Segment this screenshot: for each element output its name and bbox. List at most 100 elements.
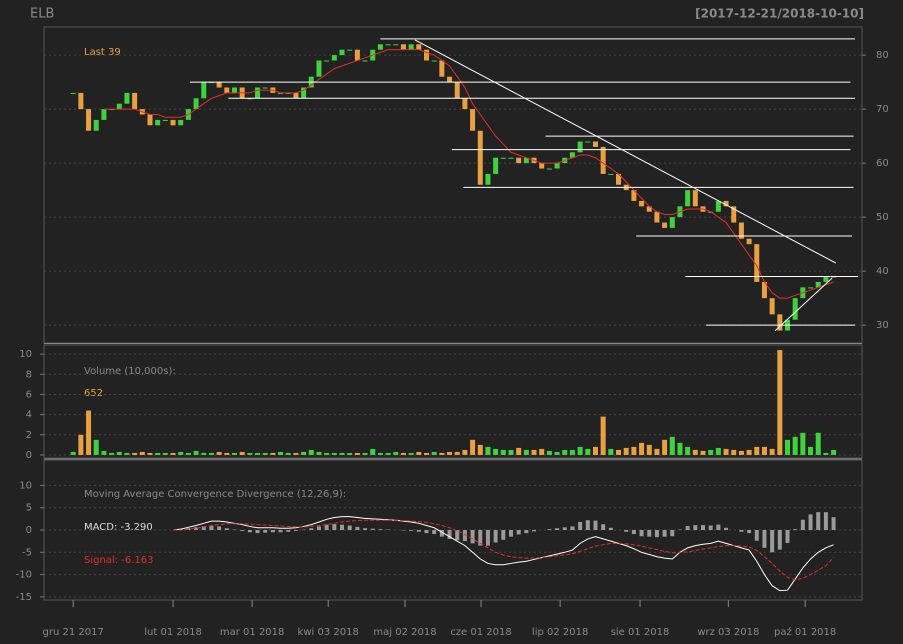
volume-bar: [247, 452, 253, 455]
volume-bar: [516, 447, 522, 455]
volume-bar: [439, 452, 445, 455]
candle: [754, 244, 760, 282]
candle: [339, 49, 345, 56]
candle: [201, 82, 207, 99]
candle: [70, 92, 76, 94]
y-tick-label: -10: [16, 570, 32, 581]
histogram-bar: [785, 530, 790, 543]
y-tick-label: 6: [26, 389, 32, 400]
candle: [746, 238, 752, 245]
candle: [685, 190, 691, 207]
volume-panel: [43, 344, 863, 459]
volume-bar: [761, 446, 767, 455]
histogram-bar: [739, 530, 744, 532]
candle: [792, 298, 798, 320]
volume-bar: [308, 449, 314, 455]
histogram-bar: [355, 526, 360, 530]
candle: [93, 119, 99, 131]
volume-bar: [116, 451, 122, 455]
volume-bar: [132, 452, 138, 455]
trend-line: [414, 39, 837, 264]
histogram-bar: [662, 530, 667, 537]
candle: [815, 281, 821, 288]
histogram-bar: [639, 530, 644, 537]
histogram-bar: [670, 530, 675, 537]
candle: [393, 44, 399, 46]
x-tick-label: wrz 03 2018: [697, 627, 759, 638]
histogram-bar: [524, 530, 529, 534]
candle: [316, 60, 322, 77]
histogram-bar: [270, 530, 275, 533]
candle: [738, 222, 744, 239]
volume-bar: [616, 449, 622, 455]
histogram-bar: [478, 530, 483, 546]
histogram-bar: [800, 519, 805, 530]
histogram-bar: [701, 525, 706, 530]
candle: [347, 49, 353, 51]
histogram-bar: [378, 529, 383, 530]
candle: [454, 82, 460, 99]
volume-bar: [216, 451, 222, 455]
histogram-bar: [247, 530, 252, 533]
volume-bar: [78, 434, 84, 455]
volume-bar: [746, 449, 752, 455]
candle: [654, 211, 660, 223]
histogram-bar: [439, 530, 444, 537]
candle: [362, 60, 368, 62]
candle: [477, 130, 483, 185]
candle: [178, 119, 184, 126]
volume-bar: [546, 450, 552, 455]
candle: [662, 222, 668, 228]
volume-bar: [569, 449, 575, 455]
volume-bar: [262, 452, 268, 455]
volume-bar: [155, 452, 161, 455]
volume-bar: [577, 446, 583, 455]
volume-bar: [70, 451, 76, 455]
histogram-bar: [501, 530, 506, 540]
volume-bar: [162, 452, 168, 455]
volume-bar: [239, 451, 245, 455]
candle: [170, 119, 176, 126]
volume-bar: [470, 439, 476, 455]
histogram-bar: [570, 526, 575, 530]
histogram-bar: [578, 521, 583, 530]
volume-bar: [493, 448, 499, 455]
histogram-bar: [455, 530, 460, 541]
volume-bar: [669, 436, 675, 455]
chart-title: ELB: [30, 7, 54, 22]
volume-bar: [623, 447, 629, 455]
candle: [447, 76, 453, 83]
candle: [715, 200, 721, 212]
histogram-bar: [416, 530, 421, 532]
y-tick-label: 8: [26, 369, 32, 380]
candle: [669, 217, 675, 228]
histogram-bar: [816, 512, 821, 530]
histogram-bar: [516, 530, 521, 535]
candle: [546, 168, 552, 170]
volume-bar: [201, 452, 207, 455]
candle: [354, 49, 360, 61]
volume-bar: [815, 432, 821, 455]
x-tick-label: kwi 03 2018: [298, 627, 359, 638]
histogram-bar: [217, 526, 222, 530]
volume-bar: [554, 451, 560, 455]
histogram-bar: [278, 530, 283, 533]
histogram-bar: [532, 530, 537, 532]
volume-bar: [823, 452, 829, 455]
candle: [193, 98, 199, 110]
histogram-bar: [808, 514, 813, 530]
volume-bar: [608, 448, 614, 455]
volume-bar: [692, 449, 698, 455]
volume-bar: [685, 446, 691, 455]
volume-bar: [731, 449, 737, 455]
histogram-bar: [194, 527, 199, 530]
volume-bar: [377, 452, 383, 455]
candle: [462, 98, 468, 110]
volume-bar: [139, 451, 145, 455]
y-tick-label: 60: [876, 158, 889, 169]
histogram-bar: [754, 530, 759, 541]
candle: [132, 92, 138, 110]
histogram-bar: [724, 527, 729, 530]
candle: [692, 190, 698, 207]
histogram-bar: [224, 528, 229, 530]
